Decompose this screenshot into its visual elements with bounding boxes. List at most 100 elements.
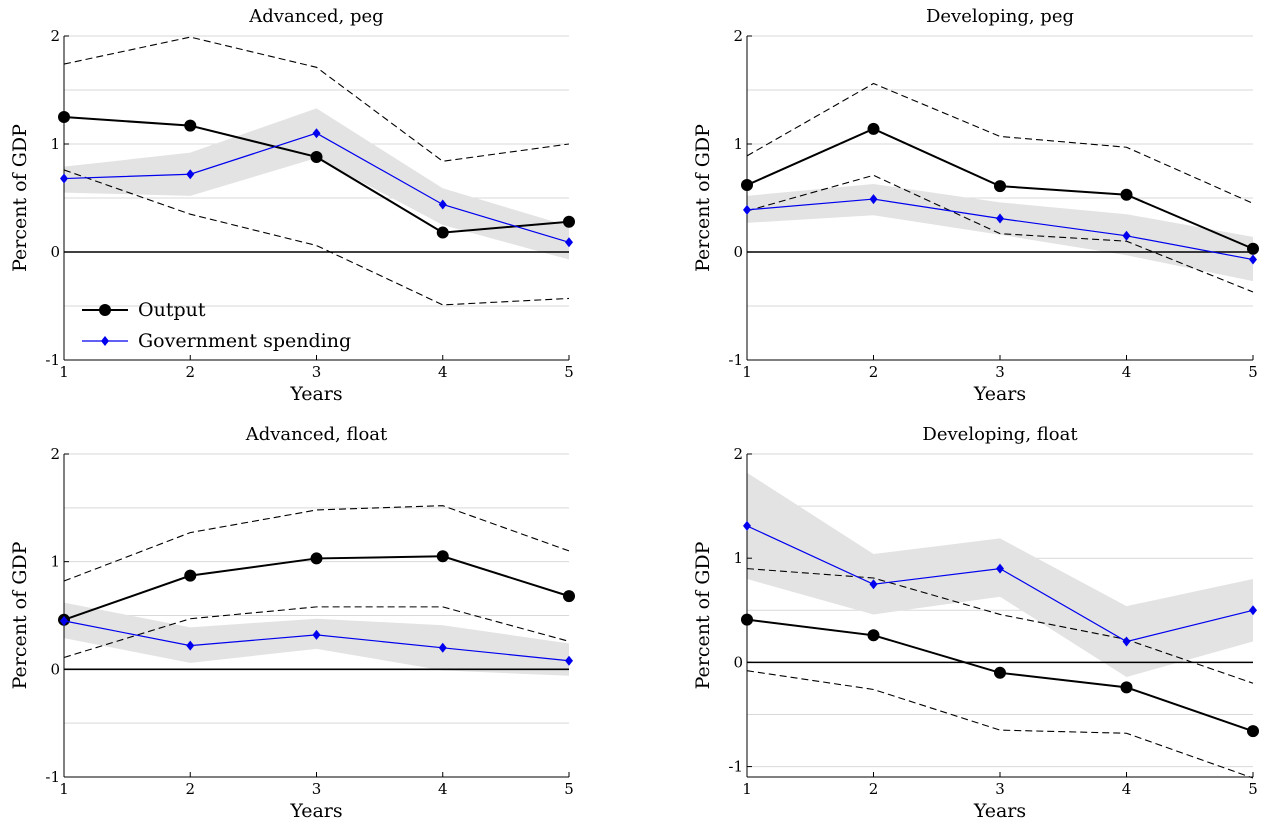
output-point bbox=[310, 150, 323, 163]
y-tick-label: 2 bbox=[733, 445, 743, 463]
output-point bbox=[994, 666, 1006, 679]
output-line bbox=[63, 555, 570, 621]
x-tick-label: 3 bbox=[312, 780, 322, 798]
spending-point bbox=[312, 128, 321, 139]
chart-panel-3: -1 0 1 2 1 2 3 4 5 Advanced, float Years Percent of… bbox=[9, 424, 575, 822]
panel-title: Advanced, peg bbox=[248, 6, 383, 27]
legend: Output Government spending bbox=[82, 299, 351, 352]
y-tick-label: 0 bbox=[733, 243, 743, 261]
legend-marker-spending bbox=[101, 336, 109, 346]
y-tick-label: -1 bbox=[45, 768, 60, 786]
panel-title: Developing, peg bbox=[926, 6, 1074, 27]
output-band-lower bbox=[63, 169, 570, 306]
y-tick-label: 2 bbox=[50, 27, 60, 45]
y-axis-label: Percent of GDP bbox=[692, 541, 714, 689]
output-band-upper bbox=[63, 505, 570, 582]
chart-panel-4: -1 0 1 2 1 2 3 4 5 Developing, float Years Percent … bbox=[692, 424, 1259, 822]
x-tick-label: 3 bbox=[995, 780, 1005, 798]
spending-confidence-band bbox=[64, 108, 569, 260]
output-point bbox=[867, 122, 880, 135]
output-point bbox=[741, 179, 753, 192]
output-point bbox=[867, 629, 880, 642]
output-point bbox=[310, 552, 323, 565]
x-tick-label: 4 bbox=[1122, 363, 1132, 381]
output-point bbox=[436, 226, 449, 239]
x-tick-label: 4 bbox=[1122, 780, 1132, 798]
y-tick-label: 2 bbox=[733, 27, 743, 45]
spending-point bbox=[996, 213, 1004, 224]
output-point bbox=[563, 590, 575, 603]
x-tick-label: 2 bbox=[869, 363, 879, 381]
output-point bbox=[184, 119, 197, 132]
x-axis-label: Years bbox=[973, 800, 1026, 822]
x-tick-label: 5 bbox=[564, 363, 574, 381]
x-axis-label: Years bbox=[289, 800, 342, 822]
x-tick-label: 5 bbox=[1248, 780, 1258, 798]
spending-point bbox=[1249, 605, 1257, 616]
spending-point bbox=[565, 655, 573, 666]
x-tick-label: 5 bbox=[1248, 363, 1258, 381]
y-tick-label: 0 bbox=[733, 653, 743, 671]
spending-point bbox=[869, 194, 878, 205]
y-tick-label: -1 bbox=[45, 351, 60, 369]
spending-point bbox=[60, 173, 68, 184]
spending-point bbox=[1122, 636, 1131, 647]
output-point bbox=[1120, 681, 1133, 694]
x-tick-label: 3 bbox=[312, 363, 322, 381]
chart-panel-2: -1 0 1 2 1 2 3 4 5 Developing, peg Years Percent of… bbox=[692, 6, 1259, 405]
spending-point bbox=[1122, 230, 1131, 241]
y-axis-label: Percent of GDP bbox=[692, 124, 714, 272]
y-axis-label: Percent of GDP bbox=[9, 124, 31, 272]
spending-confidence-band bbox=[747, 472, 1253, 677]
output-point bbox=[436, 550, 449, 563]
y-axis-label: Percent of GDP bbox=[9, 541, 31, 689]
output-point bbox=[1247, 725, 1259, 738]
output-point bbox=[58, 111, 70, 123]
legend-label-spending: Government spending bbox=[138, 330, 351, 352]
y-tick-label: 1 bbox=[50, 553, 60, 571]
y-tick-label: -1 bbox=[728, 351, 743, 369]
output-point bbox=[994, 180, 1006, 193]
spending-point bbox=[186, 169, 195, 180]
x-tick-label: 3 bbox=[995, 363, 1005, 381]
x-tick-label: 2 bbox=[869, 780, 879, 798]
y-tick-label: 0 bbox=[50, 660, 60, 678]
output-point bbox=[1120, 188, 1133, 201]
x-tick-label: 2 bbox=[185, 780, 195, 798]
x-tick-label: 1 bbox=[59, 780, 69, 798]
y-tick-label: -1 bbox=[728, 758, 743, 776]
output-band-upper bbox=[746, 82, 1254, 204]
x-axis-label: Years bbox=[289, 383, 342, 405]
y-tick-label: 1 bbox=[733, 135, 743, 153]
spending-point bbox=[996, 563, 1004, 574]
y-tick-label: 1 bbox=[733, 549, 743, 567]
output-point bbox=[184, 569, 197, 582]
spending-point bbox=[1249, 254, 1257, 265]
spending-confidence-band bbox=[747, 183, 1253, 282]
legend-label-output: Output bbox=[138, 299, 206, 321]
panel-title: Developing, float bbox=[922, 424, 1078, 445]
spending-point bbox=[312, 629, 321, 640]
spending-point bbox=[869, 579, 878, 590]
panel-title: Advanced, float bbox=[245, 424, 388, 445]
x-axis-label: Years bbox=[973, 383, 1026, 405]
y-tick-label: 0 bbox=[50, 243, 60, 261]
output-point bbox=[1247, 242, 1259, 255]
output-band-upper bbox=[746, 568, 1254, 684]
spending-point bbox=[186, 640, 195, 651]
output-band-lower bbox=[746, 174, 1254, 293]
spending-point bbox=[60, 615, 68, 626]
x-tick-label: 4 bbox=[438, 363, 448, 381]
x-tick-label: 4 bbox=[438, 780, 448, 798]
x-tick-label: 1 bbox=[59, 363, 69, 381]
spending-point bbox=[438, 642, 447, 653]
spending-point bbox=[743, 520, 751, 531]
chart-panel-1: -1 0 1 2 1 2 3 4 5 Advanced, peg Years Percent of G… bbox=[9, 6, 575, 405]
spending-point bbox=[565, 237, 573, 248]
output-band-lower bbox=[63, 606, 570, 659]
output-point bbox=[563, 215, 575, 228]
output-band-lower bbox=[746, 670, 1254, 779]
x-tick-label: 1 bbox=[742, 363, 752, 381]
x-tick-label: 1 bbox=[742, 780, 752, 798]
